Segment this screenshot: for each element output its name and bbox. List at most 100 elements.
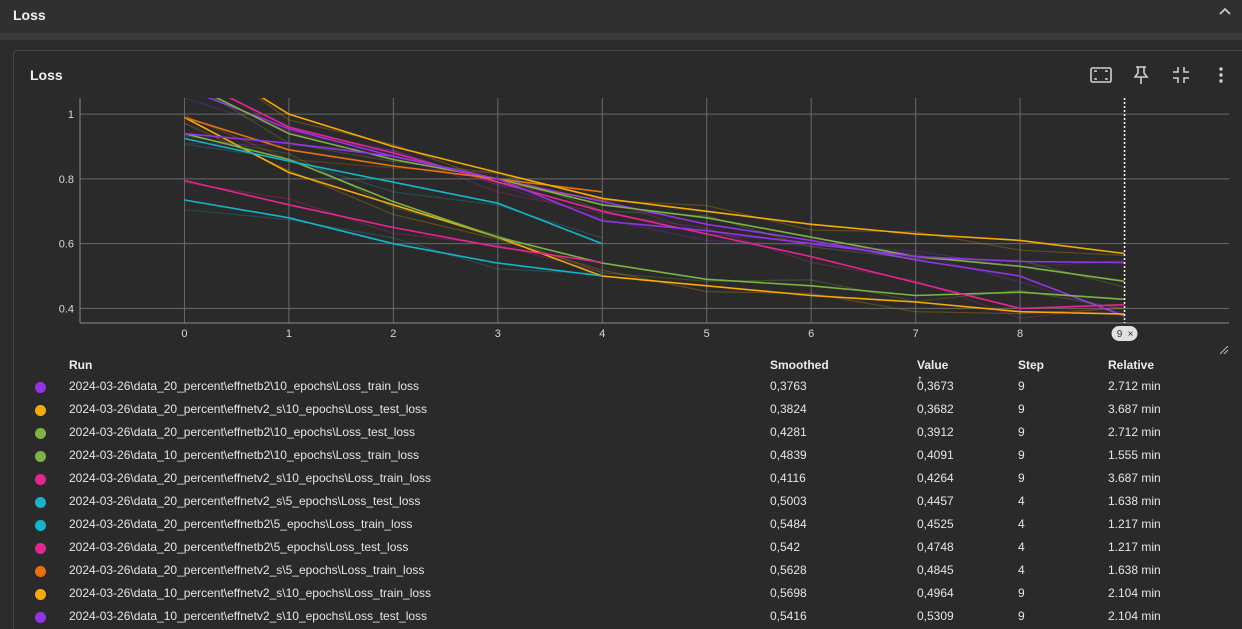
- run-color-dot: [35, 612, 46, 623]
- x-tick-label: 2: [390, 328, 396, 340]
- y-tick-label: 0.4: [59, 303, 74, 315]
- cell-step: 4: [1018, 563, 1025, 577]
- y-tick-label: 0.8: [59, 174, 74, 186]
- section-header: Loss: [0, 0, 1242, 34]
- cell-value: 0,4525: [917, 517, 954, 531]
- card-title: Loss: [30, 67, 63, 83]
- cell-value: 0,5309: [917, 609, 954, 623]
- cell-value: 0,3912: [917, 425, 954, 439]
- header-relative[interactable]: Relative: [1108, 358, 1155, 372]
- table-row[interactable]: 2024-03-26\data_10_percent\effnetv2_s\10…: [14, 583, 1242, 606]
- chevron-up-icon[interactable]: [1214, 2, 1236, 24]
- series-line: [184, 132, 1125, 264]
- loss-chart[interactable]: 0 1 2 3 4 5 6 7 8 1 0.8 0.6 0.4 9 ×: [14, 51, 1242, 351]
- cell-relative: 2.104 min: [1108, 586, 1161, 600]
- header-step[interactable]: Step: [1018, 358, 1045, 372]
- cell-step: 4: [1018, 494, 1025, 508]
- x-tick-label: 8: [1017, 328, 1023, 340]
- step-cursor-badge: [1111, 326, 1138, 341]
- table-row[interactable]: 2024-03-26\data_20_percent\effnetv2_s\10…: [14, 468, 1242, 491]
- header-value[interactable]: Value ↑: [917, 358, 948, 386]
- cell-relative: 2.712 min: [1108, 379, 1161, 393]
- cell-value: 0,3682: [917, 402, 954, 416]
- run-color-dot: [35, 405, 46, 416]
- cell-relative: 3.687 min: [1108, 471, 1161, 485]
- more-vert-icon[interactable]: [1209, 63, 1233, 87]
- series-line: [215, 98, 1125, 283]
- series-line: [184, 116, 603, 193]
- run-color-dot: [35, 589, 46, 600]
- cell-run: 2024-03-26\data_20_percent\effnetb2\10_e…: [69, 379, 420, 393]
- cell-run: 2024-03-26\data_10_percent\effnetv2_s\10…: [69, 586, 432, 600]
- cell-relative: 1.555 min: [1108, 448, 1161, 462]
- table-row[interactable]: 2024-03-26\data_20_percent\effnetb2\10_e…: [14, 376, 1242, 399]
- cell-value: 0,4264: [917, 471, 954, 485]
- x-tick-label: 4: [599, 328, 605, 340]
- cell-relative: 1.217 min: [1108, 517, 1161, 531]
- cell-run: 2024-03-26\data_20_percent\effnetb2\10_e…: [69, 425, 416, 439]
- run-color-dot: [35, 474, 46, 485]
- cell-smoothed: 0,5698: [770, 586, 807, 600]
- cell-smoothed: 0,5484: [770, 517, 807, 531]
- series-line: [228, 98, 1125, 310]
- scalar-card: Loss 0 1 2 3 4 5 6 7 8 1 0.8 0.6 0.4 9 × Run Smoothed …: [13, 50, 1242, 629]
- cell-run: 2024-03-26\data_20_percent\effnetv2_s\5_…: [69, 563, 425, 577]
- resize-handle-icon[interactable]: [1219, 341, 1229, 355]
- pin-icon[interactable]: [1129, 63, 1153, 87]
- run-color-dot: [35, 428, 46, 439]
- table-row[interactable]: 2024-03-26\data_20_percent\effnetb2\10_e…: [14, 422, 1242, 445]
- cell-relative: 1.638 min: [1108, 563, 1161, 577]
- cell-smoothed: 0,4116: [770, 471, 806, 485]
- x-tick-label: 0: [181, 328, 187, 340]
- cell-value: 0,4748: [917, 540, 954, 554]
- table-row[interactable]: 2024-03-26\data_20_percent\effnetv2_s\10…: [14, 399, 1242, 422]
- cell-relative: 1.638 min: [1108, 494, 1161, 508]
- table-row[interactable]: 2024-03-26\data_20_percent\effnetb2\5_ep…: [14, 514, 1242, 537]
- run-color-dot: [35, 566, 46, 577]
- table-row[interactable]: 2024-03-26\data_10_percent\effnetv2_s\10…: [14, 606, 1242, 629]
- y-tick-label: 0.6: [59, 239, 74, 251]
- cell-step: 9: [1018, 448, 1025, 462]
- y-tick-label: 1: [68, 109, 74, 121]
- series-line: [207, 98, 1125, 317]
- section-title: Loss: [13, 7, 46, 23]
- series-line: [184, 132, 1125, 301]
- close-icon[interactable]: ×: [1128, 329, 1134, 340]
- series-raw-line: [230, 98, 1125, 319]
- table-row[interactable]: 2024-03-26\data_10_percent\effnetb2\10_e…: [14, 445, 1242, 468]
- series-line: [184, 199, 603, 277]
- cell-value: 0,4964: [917, 586, 954, 600]
- cell-relative: 3.687 min: [1108, 402, 1161, 416]
- series-raw-line: [257, 98, 1125, 256]
- header-smoothed[interactable]: Smoothed: [770, 358, 829, 372]
- cell-value: 0,4091: [917, 448, 954, 462]
- run-color-dot: [35, 543, 46, 554]
- collapse-card-icon[interactable]: [1169, 63, 1193, 87]
- fit-domain-icon[interactable]: [1089, 63, 1113, 87]
- series-line: [261, 98, 1125, 255]
- cell-run: 2024-03-26\data_10_percent\effnetv2_s\10…: [69, 609, 428, 623]
- cell-relative: 1.217 min: [1108, 540, 1161, 554]
- cell-smoothed: 0,5003: [770, 494, 807, 508]
- series-raw-line: [184, 181, 603, 273]
- series-raw-line: [184, 122, 1125, 315]
- cell-run: 2024-03-26\data_20_percent\effnetb2\5_ep…: [69, 517, 413, 531]
- run-color-dot: [35, 382, 46, 393]
- cell-run: 2024-03-26\data_10_percent\effnetb2\10_e…: [69, 448, 420, 462]
- cell-smoothed: 0,5628: [770, 563, 807, 577]
- series-line: [184, 179, 603, 264]
- sort-ascending-icon: ↑: [917, 372, 923, 386]
- table-row[interactable]: 2024-03-26\data_20_percent\effnetv2_s\5_…: [14, 491, 1242, 514]
- x-tick-label: 7: [913, 328, 919, 340]
- header-run[interactable]: Run: [69, 358, 93, 372]
- cell-smoothed: 0,5416: [770, 609, 807, 623]
- run-color-dot: [35, 497, 46, 508]
- series-raw-line: [184, 209, 603, 275]
- section-divider: [0, 34, 1242, 40]
- cell-smoothed: 0,3824: [770, 402, 807, 416]
- table-row[interactable]: 2024-03-26\data_20_percent\effnetb2\5_ep…: [14, 537, 1242, 560]
- table-row[interactable]: 2024-03-26\data_20_percent\effnetv2_s\5_…: [14, 560, 1242, 583]
- cell-run: 2024-03-26\data_20_percent\effnetv2_s\10…: [69, 471, 432, 485]
- cell-step: 9: [1018, 425, 1025, 439]
- cell-smoothed: 0,3763: [770, 379, 807, 393]
